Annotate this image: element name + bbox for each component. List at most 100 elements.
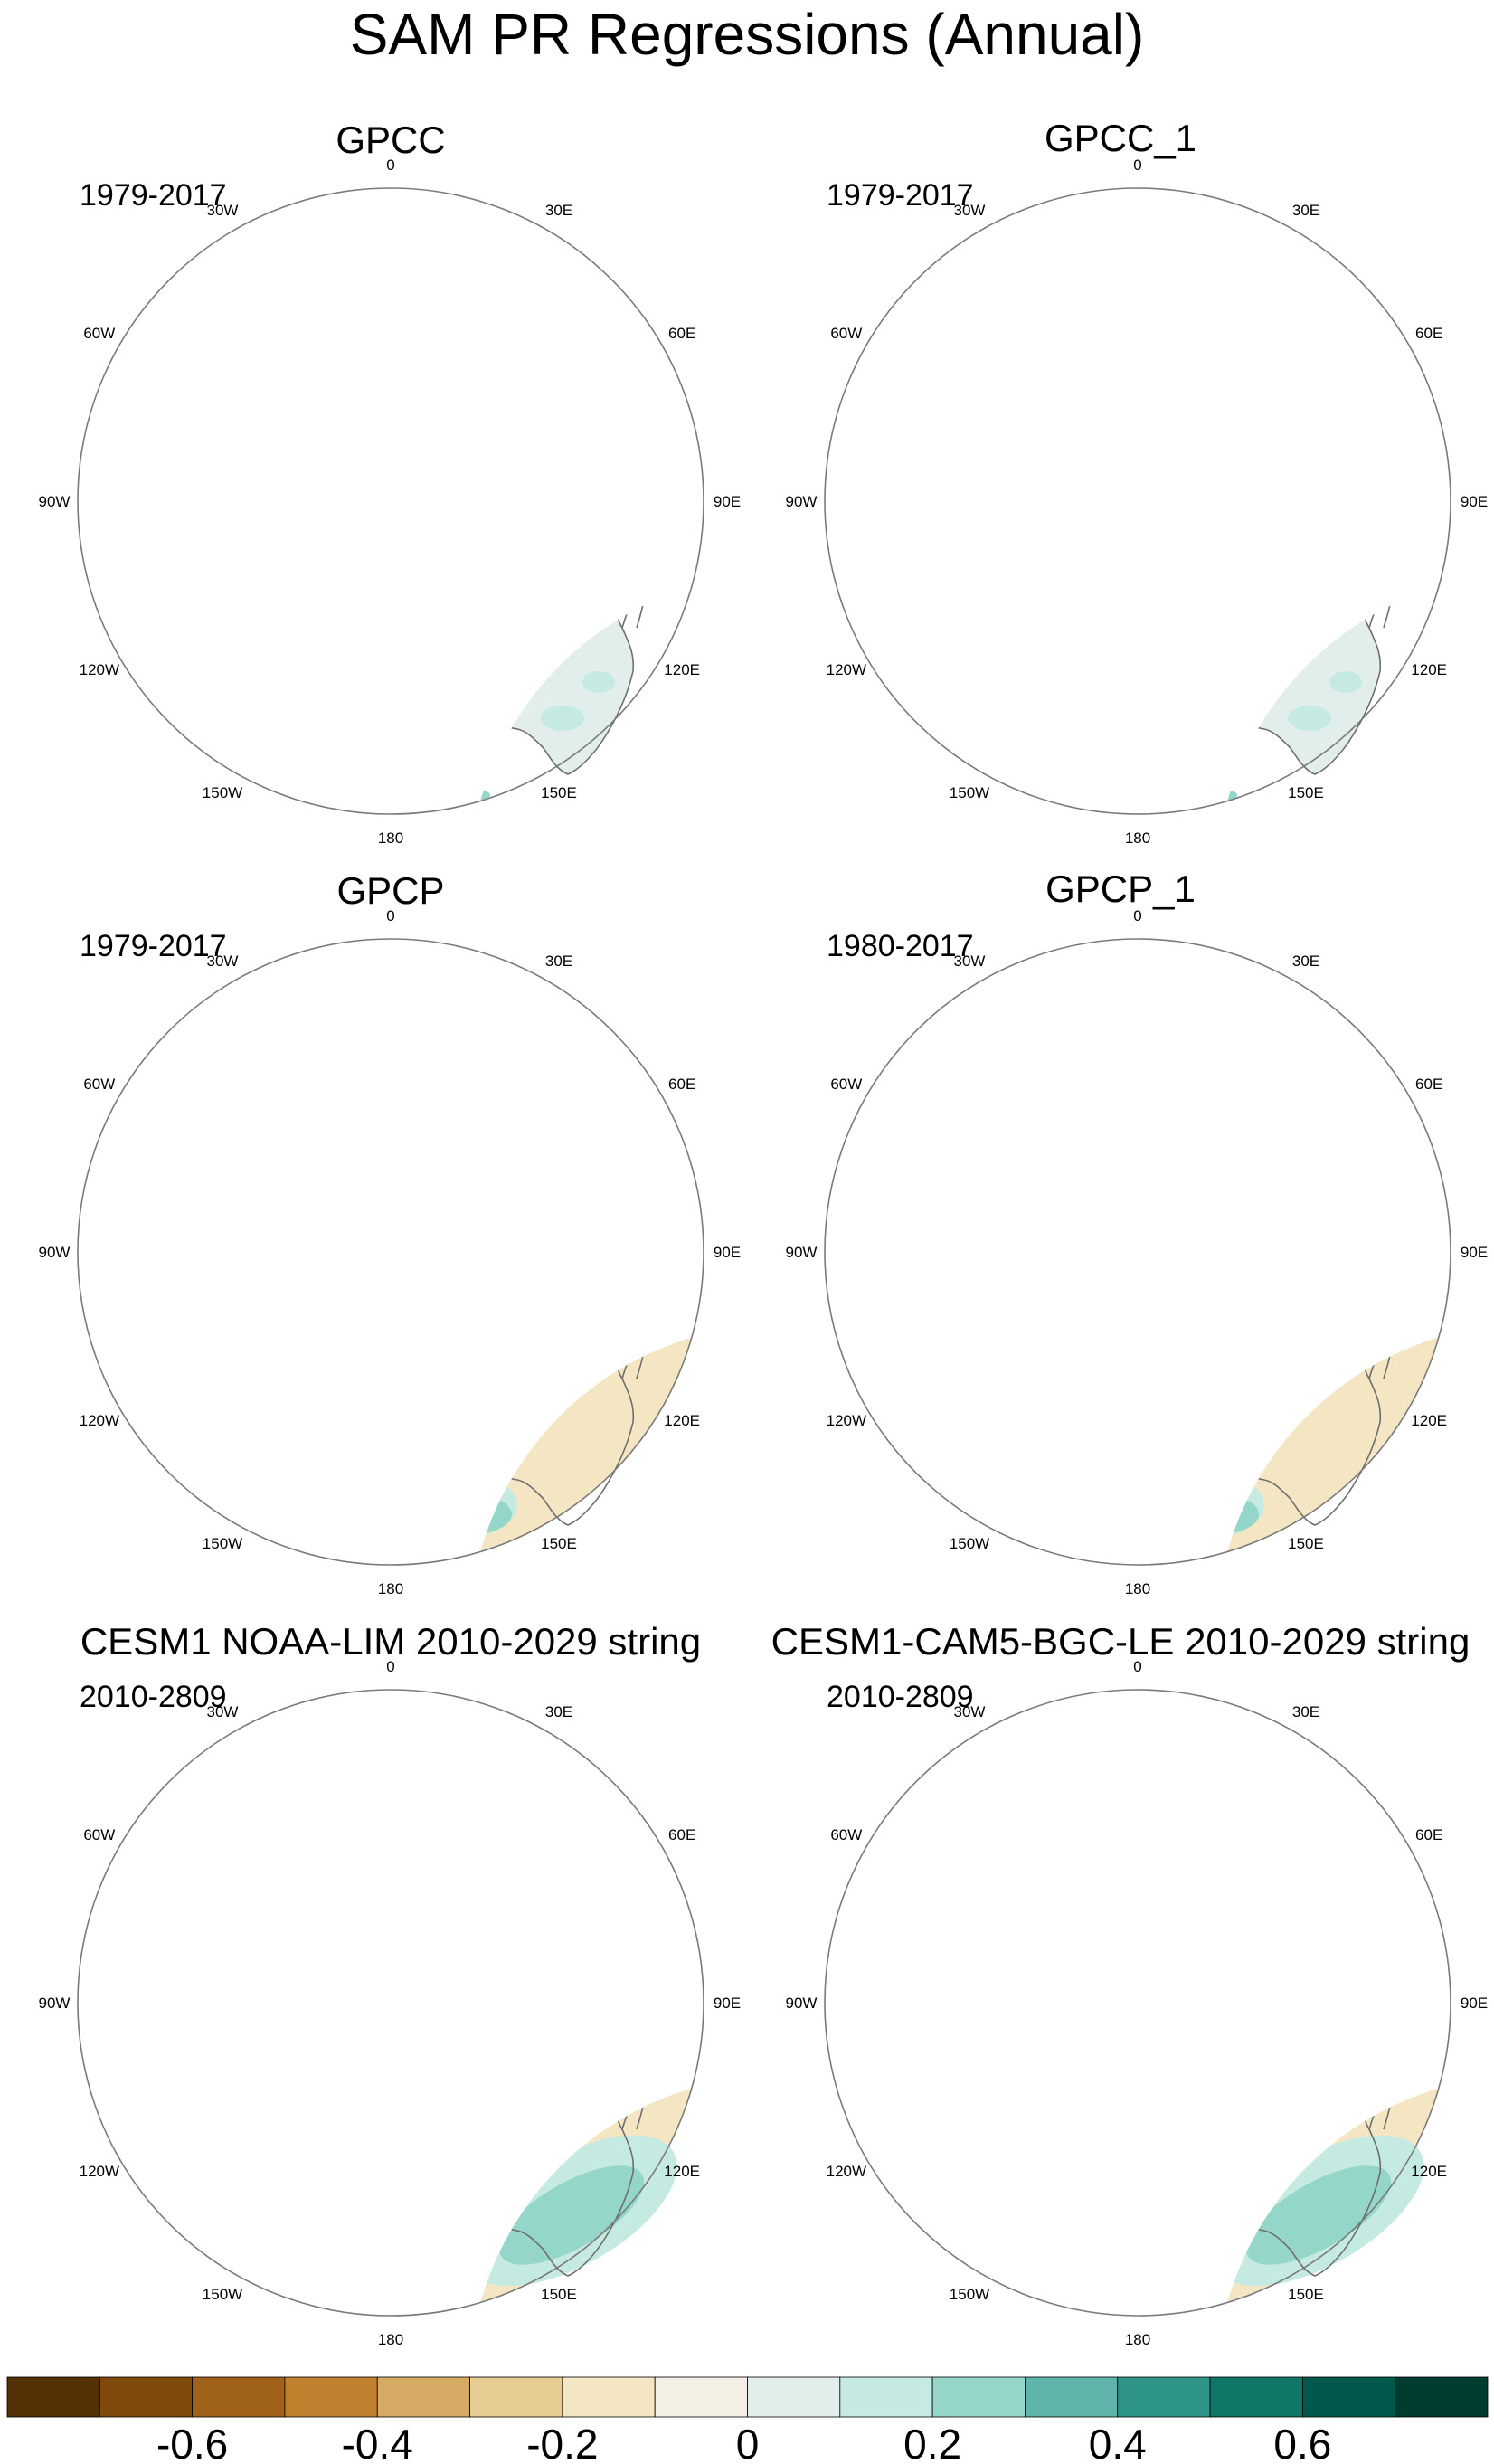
new-zealand-outline xyxy=(1149,677,1180,725)
longitude-label: 180 xyxy=(378,2331,403,2348)
africa-outline xyxy=(459,1720,526,1784)
australia-west-dry-anomaly xyxy=(514,673,539,691)
longitude-label: 60W xyxy=(83,1826,115,1843)
longitude-label: 150W xyxy=(203,2286,242,2303)
argentina-dry-anomaly xyxy=(147,306,192,345)
longitude-label: 30E xyxy=(545,952,572,970)
southern-ocean-wet-inner xyxy=(468,1494,512,1534)
pampas-dry-anomaly xyxy=(875,335,911,359)
colorbar-swatch xyxy=(931,2376,1026,2418)
longitude-label: 120W xyxy=(80,661,119,678)
africa-outline xyxy=(1206,219,1273,282)
antarctica-outline xyxy=(323,417,452,550)
map-panel: GPCC 1979-2017 0 30E 60E 90E 120E 150E 180 150W 12… xyxy=(0,116,747,867)
ross-sea-dry-patch xyxy=(1000,1487,1040,1541)
longitude-label: 150W xyxy=(203,784,242,801)
chile-dry-core xyxy=(218,382,241,399)
madagascar-outline xyxy=(1346,1791,1369,1805)
colorbar-swatch xyxy=(654,2376,748,2418)
africa-outline xyxy=(1206,1720,1273,1784)
panel-year-range: 2010-2809 xyxy=(827,1680,974,1714)
longitude-label: 0 xyxy=(386,907,394,924)
madagascar-wet-anomaly xyxy=(1347,285,1372,305)
africa-land-field xyxy=(1206,212,1273,282)
africa-wet-core xyxy=(1265,240,1281,261)
longitude-label: 120W xyxy=(80,1412,119,1429)
colorbar-swatch xyxy=(1209,2376,1303,2418)
chile-dry-core xyxy=(225,1168,268,1195)
panel-year-range: 1979-2017 xyxy=(80,929,227,963)
longitude-label: 60E xyxy=(668,1076,695,1093)
pampas-dry-patch xyxy=(166,1114,217,1154)
longitude-label: 120W xyxy=(827,1412,866,1429)
amundsen-wet-patch xyxy=(210,1306,282,1342)
longitude-label: 90W xyxy=(39,1995,71,2012)
map-boundary xyxy=(824,938,1451,1566)
chile-dry-core xyxy=(972,1168,1015,1195)
longitude-label: 60E xyxy=(1415,325,1442,342)
amundsen-wet-band xyxy=(957,1903,1047,2120)
chile-dry-band xyxy=(223,1149,287,1192)
madagascar-wet-anomaly xyxy=(600,285,625,305)
longitude-label: 60W xyxy=(830,325,862,342)
colorbar-label: 0.4 xyxy=(1089,2421,1147,2464)
madagascar-outline xyxy=(599,1791,622,1805)
longitude-label: 120W xyxy=(827,2163,866,2180)
longitude-label: 180 xyxy=(378,1580,403,1597)
pole-missing-data xyxy=(1129,1247,1141,1260)
amundsen-wet-patch xyxy=(957,1306,1029,1342)
panel-title: GPCP xyxy=(336,869,445,912)
south-pacific-dry-inner xyxy=(859,1332,928,1444)
peninsula-wet-patch xyxy=(288,1120,331,1149)
australia-land-field xyxy=(492,588,634,774)
new-zealand-outline xyxy=(402,677,433,725)
colorbar: -0.6 -0.4 -0.2 0 0.2 0.4 0.6 xyxy=(6,2376,1489,2464)
longitude-label: 0 xyxy=(1133,1658,1141,1675)
australia-land-field xyxy=(1239,588,1381,774)
longitude-label: 150E xyxy=(541,784,577,801)
panel-title: CESM1 NOAA-LIM 2010-2029 string xyxy=(80,1620,702,1663)
africa-outline xyxy=(459,970,526,1033)
antarctica-outline xyxy=(1070,1919,1199,2052)
longitude-label: 60W xyxy=(830,1826,862,1843)
panel-title: GPCC_1 xyxy=(1044,117,1197,159)
longitude-label: 180 xyxy=(1125,829,1150,847)
australia-east-wet-anomaly xyxy=(582,671,615,693)
polar-map: 0 30E 60E 90E 120E 150E 180 150W 120W 90W 60W 30W xyxy=(39,1658,742,2348)
colorbar-swatch xyxy=(192,2376,286,2418)
madagascar-outline xyxy=(1346,289,1369,303)
longitude-label: 150E xyxy=(541,1535,577,1552)
panel-year-range: 1979-2017 xyxy=(827,178,974,213)
antarctic-peninsula-outline xyxy=(307,1947,324,1966)
ross-wet-patch xyxy=(237,2111,309,2220)
longitude-label: 30W xyxy=(954,952,986,970)
atlantic-wet-patch xyxy=(233,998,312,1053)
longitude-label: 30E xyxy=(1292,1703,1319,1720)
chile-dry-core xyxy=(229,1920,262,1941)
antarctic-neutral xyxy=(1215,2075,1241,2080)
antarctic-peninsula-outline xyxy=(1054,1196,1071,1216)
southern-ocean-wet-region xyxy=(1215,1469,1264,1541)
longitude-label: 150E xyxy=(541,2286,577,2303)
madagascar-outline xyxy=(599,289,622,303)
longitude-label: 30E xyxy=(545,202,572,219)
longitude-label: 60W xyxy=(83,325,115,342)
colorbar-swatch xyxy=(1301,2376,1396,2418)
longitude-label: 30W xyxy=(207,952,239,970)
longitude-label: 60W xyxy=(830,1076,862,1093)
australian-wet-inner xyxy=(499,2165,644,2265)
longitude-label: 120E xyxy=(1411,2163,1447,2180)
ross-sea-dry-patch xyxy=(253,1487,293,1541)
southern-ocean-wet-core xyxy=(1216,1513,1231,1524)
longitude-label: 150W xyxy=(950,1535,989,1552)
indian-ocean-wet-patch xyxy=(535,1342,608,1379)
longitude-label: 150E xyxy=(1288,2286,1324,2303)
colorbar-label: 0 xyxy=(736,2421,760,2464)
panel-title: GPCC xyxy=(336,118,446,161)
africa-wet-core xyxy=(518,240,534,261)
colorbar-swatch xyxy=(747,2376,841,2418)
longitude-label: 60E xyxy=(1415,1826,1442,1843)
southern-ocean-wet-region xyxy=(468,1469,517,1541)
pole-missing-data xyxy=(1129,1998,1141,2011)
south-pacific-dry-core xyxy=(879,1373,904,1402)
